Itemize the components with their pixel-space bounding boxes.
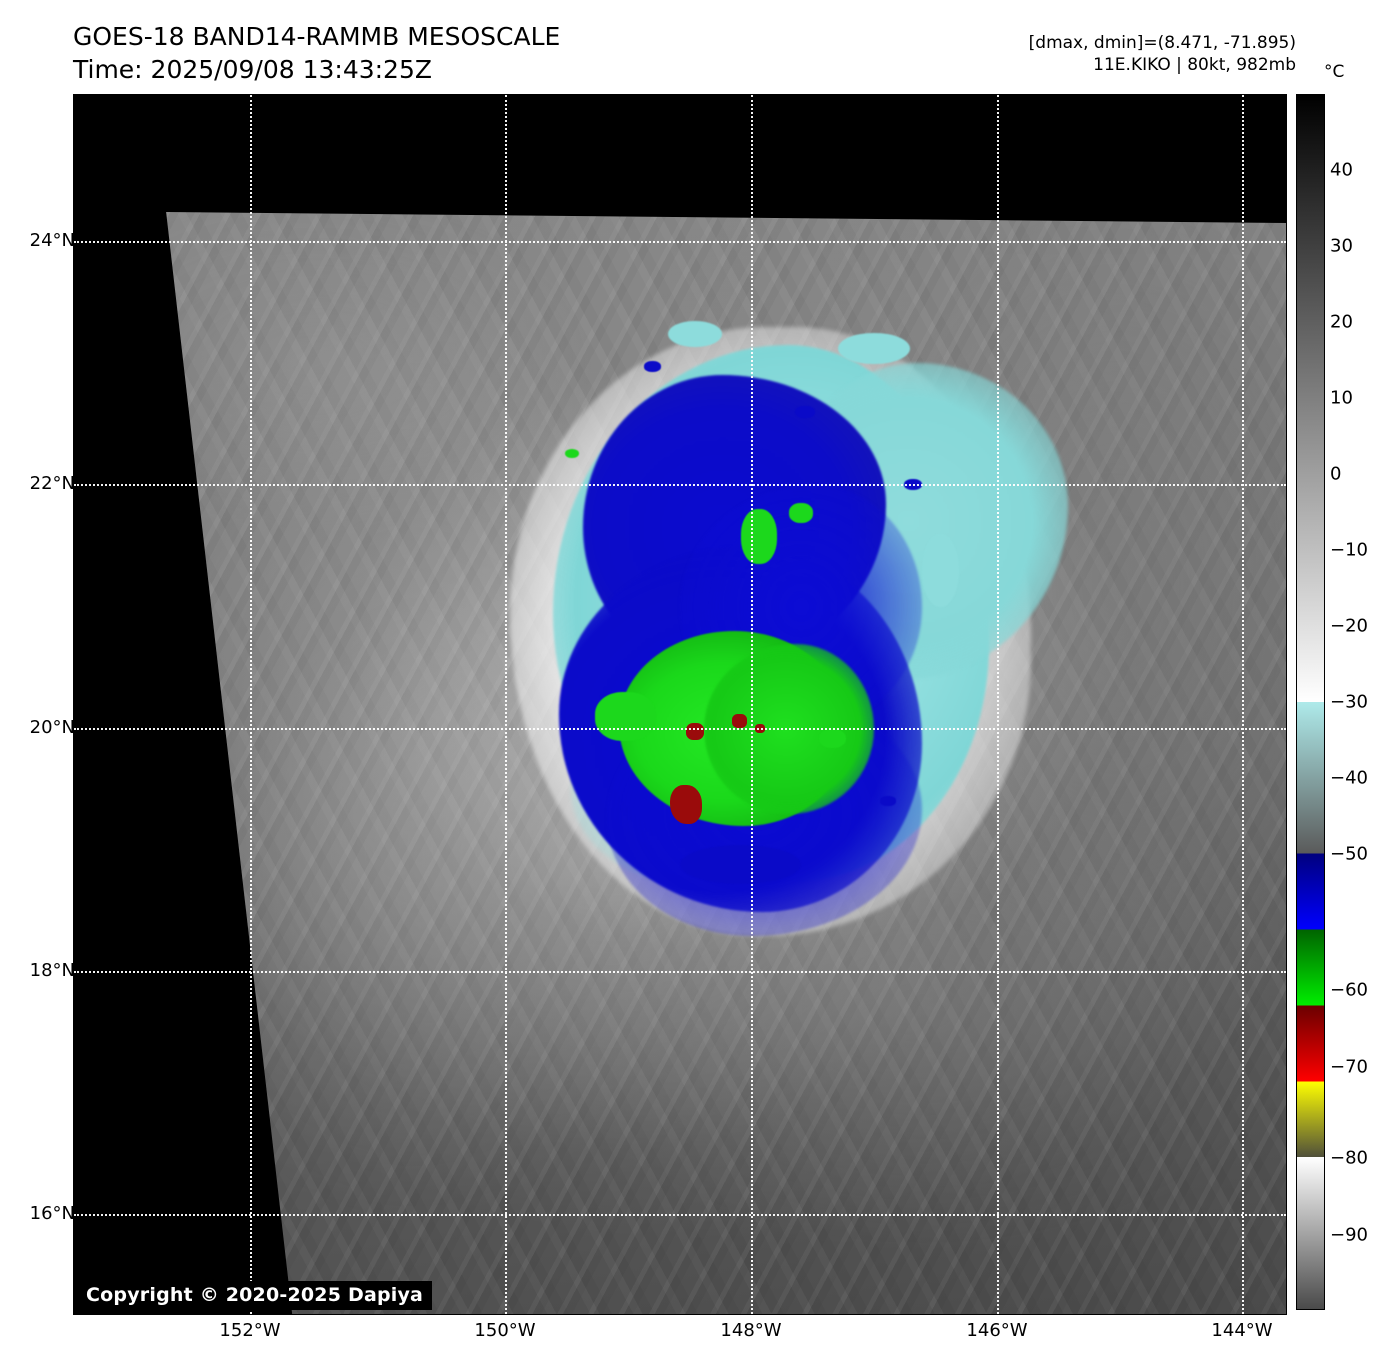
cloud-region-green (564, 448, 580, 459)
gridline-longitude (250, 95, 252, 1314)
cloud-region-green (789, 503, 814, 523)
gridline-longitude (997, 95, 999, 1314)
lon-tick-label: 148°W (720, 1320, 782, 1341)
overshoot-top-red (670, 784, 702, 824)
cloud-region-green (740, 509, 777, 565)
colorbar-tick-label: −10 (1330, 539, 1368, 561)
overshoot-top-red (732, 714, 747, 728)
lon-tick-label: 144°W (1211, 1320, 1273, 1341)
lon-tick-label: 146°W (966, 1320, 1028, 1341)
cloud-region-blue (795, 405, 815, 419)
cloud-region-green (819, 728, 847, 749)
colorbar-tick-label: −20 (1330, 615, 1368, 637)
timestamp-label: Time: 2025/09/08 13:43:25Z (73, 55, 432, 84)
lat-tick-label: 24°N (29, 230, 75, 251)
satellite-map[interactable]: Copyright © 2020-2025 Dapiya (73, 94, 1287, 1315)
colorbar-unit-label: °C (1324, 62, 1345, 82)
cloud-region-blue (643, 360, 661, 372)
gridline-longitude (1242, 95, 1244, 1314)
colorbar-tick-label: −70 (1330, 1056, 1368, 1078)
gridline-latitude (74, 484, 1286, 486)
satellite-swath (166, 212, 1286, 1314)
cloud-region-cyan (922, 533, 959, 607)
storm-info-label: 11E.KIKO | 80kt, 982mb (1093, 55, 1296, 76)
colorbar-tick-label: −90 (1330, 1224, 1368, 1246)
cloud-region-blue (680, 844, 802, 884)
colorbar-tick-label: −30 (1330, 691, 1368, 713)
cloud-region-cyan (837, 332, 911, 365)
lat-tick-label: 16°N (29, 1203, 75, 1224)
colorbar-tick-label: 20 (1330, 311, 1353, 333)
title-block: GOES-18 BAND14-RAMMB MESOSCALE Time: 202… (73, 20, 560, 86)
gridline-longitude (505, 95, 507, 1314)
cloud-region-green (595, 692, 656, 742)
colorbar-tick-label: 10 (1330, 387, 1353, 409)
lat-tick-label: 22°N (29, 473, 75, 494)
colorbar-tick-label: 30 (1330, 235, 1353, 257)
gridline-latitude (74, 971, 1286, 973)
colorbar[interactable] (1296, 94, 1325, 1310)
gridline-latitude (74, 241, 1286, 243)
colorbar-tick-label: −40 (1330, 767, 1368, 789)
lon-tick-label: 150°W (474, 1320, 536, 1341)
colorbar-tick-label: 0 (1330, 463, 1342, 485)
overshoot-top-red (686, 722, 705, 740)
colorbar-tick-label: −60 (1330, 979, 1368, 1001)
gridline-latitude (74, 728, 1286, 730)
lat-tick-label: 18°N (29, 960, 75, 981)
colorbar-gradient (1297, 95, 1324, 1309)
cloud-region-cyan (667, 320, 723, 348)
metadata-block: [dmax, dmin]=(8.471, -71.895) 11E.KIKO |… (1029, 32, 1296, 76)
map-clip: Copyright © 2020-2025 Dapiya (74, 95, 1286, 1314)
gridline-latitude (74, 1214, 1286, 1216)
cloud-region-blue (879, 795, 896, 806)
colorbar-tick-label: 40 (1330, 159, 1353, 181)
lon-tick-label: 152°W (219, 1320, 281, 1341)
colorbar-tick-label: −80 (1330, 1147, 1368, 1169)
dmax-dmin-label: [dmax, dmin]=(8.471, -71.895) (1028, 33, 1296, 53)
colorbar-tick-label: −50 (1330, 843, 1368, 865)
copyright-badge: Copyright © 2020-2025 Dapiya (79, 1281, 433, 1310)
page-title: GOES-18 BAND14-RAMMB MESOSCALE (73, 22, 561, 51)
gridline-longitude (751, 95, 753, 1314)
lat-tick-label: 20°N (29, 717, 75, 738)
